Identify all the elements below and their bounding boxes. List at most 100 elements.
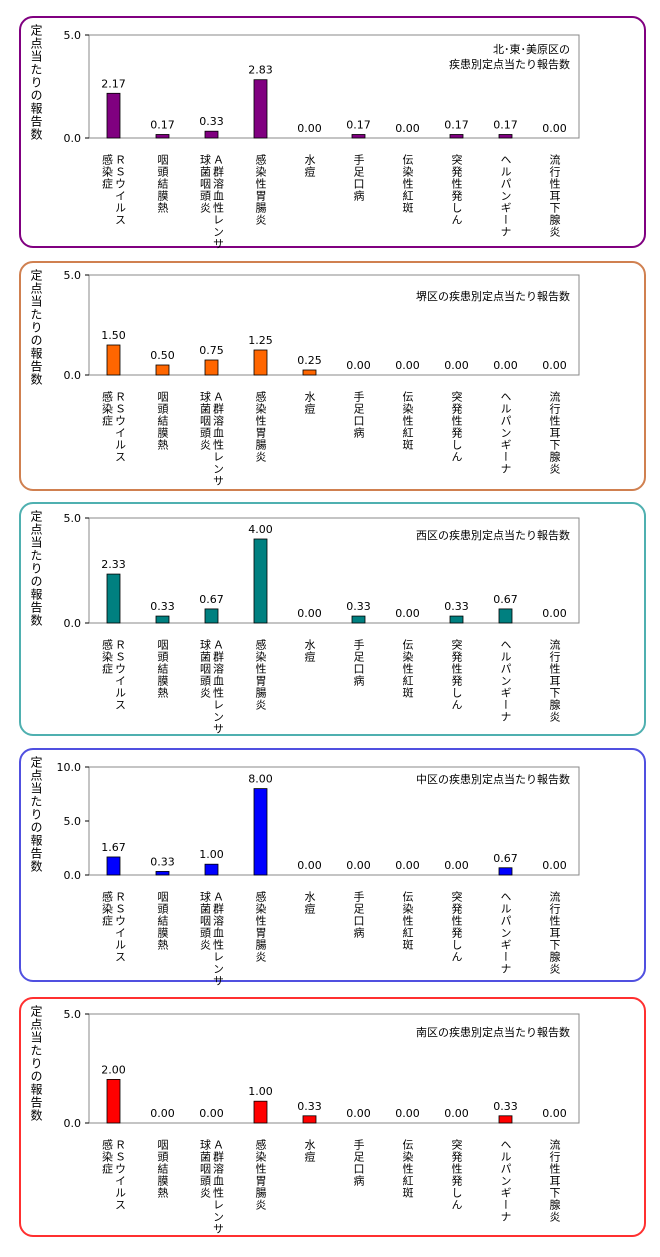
data-label: 0.00 <box>542 607 567 620</box>
data-label: 0.00 <box>297 122 322 135</box>
bar <box>204 130 219 139</box>
plot-area <box>88 517 580 624</box>
category-label: ヘルパンギーナ <box>499 891 512 975</box>
y-axis-label: 定点当たりの報告数 <box>29 24 43 141</box>
data-label: 4.00 <box>248 523 273 536</box>
data-label: 0.00 <box>297 859 322 872</box>
chart-title: 堺区の疾患別定点当たり報告数 <box>416 289 570 304</box>
data-label: 0.33 <box>444 600 469 613</box>
category-label: 水痘 <box>303 891 316 915</box>
data-label: 1.25 <box>248 334 273 347</box>
data-label: 0.00 <box>395 859 420 872</box>
bar <box>253 788 268 876</box>
category-label: 球菌咽頭炎 <box>199 890 212 951</box>
category-label: 手足口病 <box>352 153 365 202</box>
bar <box>106 92 121 139</box>
chart-title-line: 堺区の疾患別定点当たり報告数 <box>416 290 570 303</box>
data-label: 0.00 <box>444 1107 469 1120</box>
bar <box>204 608 219 624</box>
data-label: 0.25 <box>297 354 322 367</box>
bar <box>155 364 170 376</box>
data-label: 0.33 <box>297 1100 322 1113</box>
category-label: 突発性発しん <box>450 638 463 711</box>
data-label: 0.33 <box>150 600 175 613</box>
category-label: 流行性耳下腺炎 <box>548 890 561 975</box>
data-label: 8.00 <box>248 773 273 786</box>
bar <box>106 344 121 376</box>
data-label: 0.17 <box>346 118 371 131</box>
chart-panel-naka: 定点当たりの報告数 中区の疾患別定点当たり報告数 0.0 5.0 10.0 1.67 Ｒ… <box>19 748 646 987</box>
y-tick-label: 5.0 <box>64 512 82 525</box>
data-label: 0.00 <box>542 1107 567 1120</box>
category-label: ＲＳウイルス <box>114 1139 127 1211</box>
data-label: 0.50 <box>150 349 175 362</box>
bar <box>498 134 513 139</box>
category-label: 突発性発しん <box>450 390 463 463</box>
category-label: 咽頭結膜熱 <box>156 891 169 951</box>
category-label: 手足口病 <box>352 1138 365 1187</box>
chart-title: 中区の疾患別定点当たり報告数 <box>416 772 570 787</box>
data-label: 0.00 <box>542 122 567 135</box>
data-label: 0.00 <box>346 359 371 372</box>
category-label: 突発性発しん <box>450 153 463 226</box>
category-label: 咽頭結膜熱 <box>156 1139 169 1199</box>
bar <box>253 79 268 139</box>
category-label: 球菌咽頭炎 <box>199 390 212 451</box>
category-label: 流行性耳下腺炎 <box>548 390 561 475</box>
chart-panel-minami: 定点当たりの報告数 南区の疾患別定点当たり報告数 0.0 5.0 2.00 ＲＳウイル… <box>19 997 646 1237</box>
category-label: ヘルパンギーナ <box>499 154 512 238</box>
data-label: 2.17 <box>101 77 126 90</box>
category-label: 感染症 <box>101 1139 114 1175</box>
bar <box>204 863 219 876</box>
y-tick-label: 5.0 <box>64 1008 82 1021</box>
bar <box>155 871 170 876</box>
category-label: 伝染性紅斑 <box>401 391 414 451</box>
plot-area <box>88 34 580 139</box>
category-label: 感染症 <box>101 891 114 927</box>
bar <box>253 349 268 376</box>
category-label: Ａ群溶血性レンサ <box>212 891 225 987</box>
category-label: 伝染性紅斑 <box>401 154 414 214</box>
data-label: 0.33 <box>199 115 224 128</box>
category-label: 流行性耳下腺炎 <box>548 638 561 723</box>
category-label: 水痘 <box>303 639 316 663</box>
data-label: 0.00 <box>444 859 469 872</box>
category-label: 感染性胃腸炎 <box>254 639 267 711</box>
y-axis-label: 定点当たりの報告数 <box>29 269 43 386</box>
data-label: 0.00 <box>542 859 567 872</box>
category-label: 流行性耳下腺炎 <box>548 153 561 238</box>
category-label: 突発性発しん <box>450 890 463 963</box>
chart-title-line: 南区の疾患別定点当たり報告数 <box>416 1026 570 1039</box>
chart-title-line: 疾患別定点当たり報告数 <box>449 58 570 71</box>
bar <box>302 1115 317 1124</box>
chart-title: 南区の疾患別定点当たり報告数 <box>416 1025 570 1040</box>
data-label: 0.67 <box>493 593 518 606</box>
data-label: 2.00 <box>101 1063 126 1076</box>
category-label: 球菌咽頭炎 <box>199 638 212 699</box>
data-label: 1.67 <box>101 841 126 854</box>
y-tick-label: 0.0 <box>64 617 82 630</box>
chart-title-line: 西区の疾患別定点当たり報告数 <box>416 529 570 542</box>
category-label: 球菌咽頭炎 <box>199 1138 212 1199</box>
category-label: 水痘 <box>303 154 316 178</box>
category-label: 咽頭結膜熱 <box>156 154 169 214</box>
bar <box>498 1115 513 1124</box>
bar <box>498 867 513 876</box>
y-tick-label: 5.0 <box>64 29 82 42</box>
chart-title-line: 北･東･美原区の <box>493 43 570 56</box>
category-label: ヘルパンギーナ <box>499 1139 512 1223</box>
category-label: 球菌咽頭炎 <box>199 153 212 214</box>
y-axis-label: 定点当たりの報告数 <box>29 510 43 627</box>
data-label: 0.00 <box>395 607 420 620</box>
data-label: 0.00 <box>199 1107 224 1120</box>
category-label: 水痘 <box>303 1139 316 1163</box>
bar <box>449 134 464 139</box>
category-label: 感染性胃腸炎 <box>254 1139 267 1211</box>
bar <box>498 608 513 624</box>
category-label: ヘルパンギーナ <box>499 639 512 723</box>
bar <box>155 134 170 139</box>
